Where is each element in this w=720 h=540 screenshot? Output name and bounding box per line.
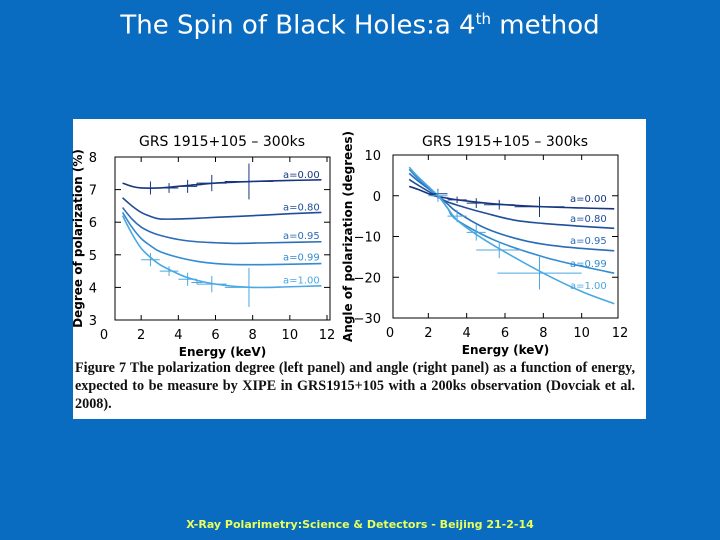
panel-2-chart-title: GRS 1915+105 – 300ks	[422, 134, 588, 150]
panel-2-series-line-a=0.00	[408, 185, 615, 210]
panel-1-series-label: a=0.00	[283, 170, 320, 181]
panel-1-series-line-a=0.95	[121, 207, 322, 245]
panel-1-y-tick-label: 4	[89, 281, 97, 296]
panel-1-y-tick-label: 3	[89, 314, 97, 329]
panel-2-x-tick-label: 0	[386, 326, 394, 341]
slide-footer: X-Ray Polarimetry:Science & Detectors - …	[186, 518, 534, 531]
panel-2-series-label: a=1.00	[570, 281, 607, 292]
panel-1-series-label: a=1.00	[283, 275, 320, 286]
panel-1-x-tick-label: 10	[282, 328, 299, 343]
panel-2-y-axis-label: Angle of polarization (degrees)	[341, 131, 355, 342]
panel-2-series-label: a=0.80	[570, 214, 607, 225]
panel-1-series-line-a=0.99	[121, 211, 322, 266]
panel-2-series-line-a=1.00	[408, 166, 615, 305]
panel-2-x-tick-label: 2	[424, 326, 432, 341]
panel-1-series-label: a=0.95	[283, 231, 320, 242]
panel-2-series-line-a=0.80	[408, 178, 615, 230]
panel-1-y-tick-label: 5	[89, 249, 97, 264]
panel-2-y-tick-label: 10	[364, 149, 381, 164]
panel-1-y-axis-label: Degree of polarization (%)	[71, 149, 85, 328]
title-text: The Spin of Black Holes:a 4	[120, 10, 476, 41]
figure-caption: Figure 7 The polarization degree (left p…	[75, 360, 635, 412]
panel-2-x-tick-label: 10	[573, 326, 590, 341]
panel-1-x-tick-label: 2	[137, 328, 145, 343]
panel-1-x-tick-label: 8	[249, 328, 257, 343]
panel-2-y-tick-label: −20	[354, 271, 381, 286]
panel-1-y-tick-label: 6	[89, 216, 97, 231]
panel-1-chart-title: GRS 1915+105 – 300ks	[139, 134, 305, 150]
title-superscript: th	[475, 10, 491, 28]
panel-2-y-tick-label: −30	[354, 312, 381, 327]
panel-1-series-line-a=0.00	[122, 179, 322, 189]
panel-2-x-tick-label: 8	[539, 326, 547, 341]
panel-2-x-tick-label: 4	[463, 326, 471, 341]
panel-1-x-axis-label: Energy (keV)	[179, 345, 266, 359]
panel-1-x-tick-label: 6	[211, 328, 219, 343]
panel-1-plot-frame	[114, 156, 331, 321]
panel-2-x-tick-label: 12	[612, 326, 629, 341]
title-text-end: method	[490, 10, 600, 41]
panel-2-y-tick-label: 0	[373, 190, 381, 205]
panel-2-series-label: a=0.95	[570, 236, 607, 247]
slide-title: The Spin of Black Holes:a 4th method	[0, 10, 720, 41]
panel-2-x-axis-label: Energy (keV)	[462, 343, 549, 357]
panel-1-x-tick-label: 4	[174, 328, 182, 343]
panel-1-series-label: a=0.99	[283, 252, 320, 263]
panel-1-y-tick-label: 7	[89, 184, 97, 199]
panel-2-y-tick-label: −10	[354, 231, 381, 246]
panel-1-series-label: a=0.80	[283, 203, 320, 214]
panel-1-x-tick-label: 0	[100, 328, 108, 343]
panel-1-x-tick-label: 12	[319, 328, 336, 343]
panel-1-series-line-a=0.80	[122, 197, 322, 220]
panel-2-series-label: a=0.00	[570, 194, 607, 205]
panel-2-series-label: a=0.99	[570, 259, 607, 270]
panel-1-y-tick-label: 8	[89, 151, 97, 166]
panel-2-x-tick-label: 6	[501, 326, 509, 341]
